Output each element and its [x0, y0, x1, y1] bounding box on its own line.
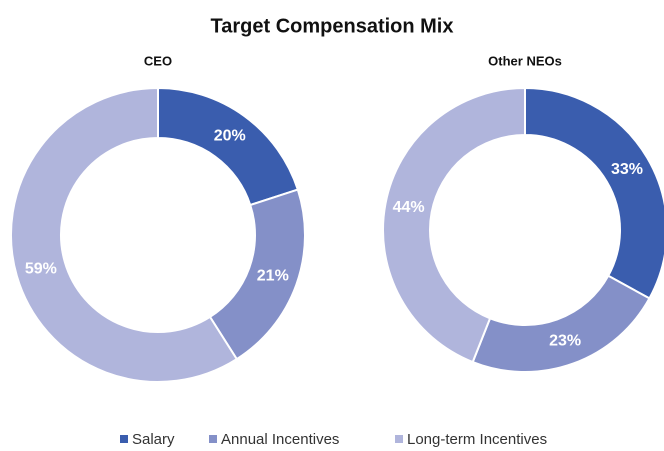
legend-swatch — [209, 435, 217, 443]
donut-slice — [524, 86, 664, 300]
data-label: 21% — [257, 268, 289, 285]
data-label: 33% — [611, 161, 643, 178]
donut-slice — [382, 86, 526, 364]
data-label: 59% — [25, 260, 57, 277]
donut-slice — [10, 86, 239, 383]
donut-slice — [471, 274, 651, 373]
legend-label: Salary — [132, 431, 175, 448]
legend-swatch — [120, 435, 128, 443]
data-label: 23% — [549, 333, 581, 350]
legend-swatch — [395, 435, 403, 443]
legend-label: Long-term Incentives — [407, 431, 547, 448]
data-label: 20% — [214, 128, 246, 145]
donut-slice — [157, 86, 300, 207]
legend-label: Annual Incentives — [221, 431, 339, 448]
pie-title: Other NEOs — [488, 53, 562, 68]
data-label: 44% — [393, 199, 425, 216]
chart-title: Target Compensation Mix — [211, 15, 454, 37]
pie-title: CEO — [144, 53, 172, 68]
